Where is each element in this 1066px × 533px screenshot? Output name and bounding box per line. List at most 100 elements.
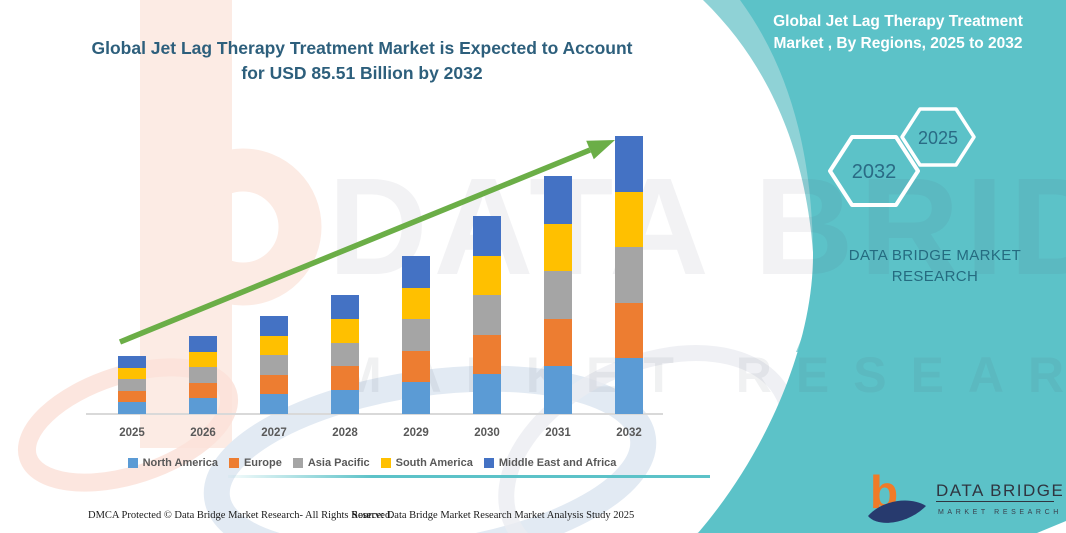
bar-segment xyxy=(402,382,430,414)
bar-segment xyxy=(615,247,643,303)
bar-2028 xyxy=(331,295,359,414)
bar-segment xyxy=(544,318,572,367)
x-axis-label: 2030 xyxy=(474,427,500,439)
hexagon-2025 xyxy=(900,107,976,167)
bar-segment xyxy=(118,356,146,368)
bar-2025 xyxy=(118,356,146,414)
legend-label: South America xyxy=(395,457,473,469)
bar-segment xyxy=(473,216,501,256)
legend-label: North America xyxy=(142,457,218,469)
accent-divider-line xyxy=(228,475,710,478)
bar-segment xyxy=(402,256,430,288)
watermark-brand-text: DATA BRIDGE xyxy=(328,150,1066,304)
bar-segment xyxy=(331,342,359,367)
trend-arrow-shaft xyxy=(118,147,592,345)
banner-heading-line2: Market , By Regions, 2025 to 2032 xyxy=(773,35,1023,52)
company-logo: b DATA BRIDGE MARKET RESEARCH xyxy=(868,466,1062,523)
bar-segment xyxy=(473,334,501,375)
bar-segment xyxy=(189,382,217,399)
bar-segment xyxy=(544,366,572,414)
trend-arrow-head xyxy=(586,140,615,160)
bar-segment xyxy=(402,319,430,351)
bar-segment xyxy=(260,355,288,375)
chart-legend: North America Europe Asia Pacific South Ame… xyxy=(80,457,664,469)
bar-segment xyxy=(189,351,217,368)
bar-2032 xyxy=(615,136,643,414)
bar-segment xyxy=(331,390,359,414)
bar-segment xyxy=(544,271,572,319)
banner-heading-line1: Global Jet Lag Therapy Treatment xyxy=(773,13,1023,30)
legend-swatch xyxy=(228,458,239,468)
x-axis-label: 2028 xyxy=(332,427,358,439)
legend-label: Middle East and Africa xyxy=(498,457,617,469)
legend-item: Europe xyxy=(228,457,282,469)
footer-source-text: Source: Data Bridge Market Research Mark… xyxy=(352,510,635,521)
legend-item: Asia Pacific xyxy=(292,457,370,469)
bar-segment xyxy=(473,295,501,335)
legend-item: North America xyxy=(127,457,218,469)
trend-arrow xyxy=(118,140,615,345)
bar-segment xyxy=(544,223,572,272)
hexagon-2032 xyxy=(828,135,920,207)
bar-segment xyxy=(473,374,501,414)
logo-swoosh-icon xyxy=(868,500,926,523)
bar-2026 xyxy=(189,336,217,414)
bar-2031 xyxy=(544,176,572,414)
bar-segment xyxy=(402,287,430,320)
page-title: Global Jet Lag Therapy Treatment Market … xyxy=(62,36,662,86)
logo-sub-text: MARKET RESEARCH xyxy=(938,509,1062,516)
x-axis-label: 2026 xyxy=(190,427,216,439)
bar-segment xyxy=(615,358,643,414)
logo-brand-text: DATA BRIDGE xyxy=(936,481,1062,500)
bar-segment xyxy=(331,366,359,391)
bar-segment xyxy=(473,255,501,296)
legend-item: Middle East and Africa xyxy=(483,457,617,469)
bar-segment xyxy=(189,398,217,414)
bar-segment xyxy=(260,374,288,395)
x-axis-label: 2032 xyxy=(616,427,642,439)
bar-segment xyxy=(118,402,146,414)
legend-swatch xyxy=(127,458,138,468)
banner-heading: Global Jet Lag Therapy Treatment Market … xyxy=(746,11,1050,55)
bar-segment xyxy=(402,350,430,383)
watermark-sub-text: MARKET RESEARCH xyxy=(340,347,1066,403)
bar-segment xyxy=(118,390,146,403)
corner-notch xyxy=(1037,521,1066,533)
x-axis-label: 2029 xyxy=(403,427,429,439)
x-axis-label: 2031 xyxy=(545,427,571,439)
hexagon-badges: 2032 2025 xyxy=(828,107,976,207)
bar-2027 xyxy=(260,316,288,414)
bar-segment xyxy=(118,367,146,380)
brand-text-line1: DATA BRIDGE MARKET xyxy=(848,247,1022,264)
legend-swatch xyxy=(292,458,303,468)
x-axis-label: 2027 xyxy=(261,427,287,439)
bar-segment xyxy=(189,367,217,383)
page-title-line1: Global Jet Lag Therapy Treatment Market … xyxy=(91,38,633,58)
bar-segment xyxy=(544,176,572,224)
bar-segment xyxy=(189,336,217,352)
bar-segment xyxy=(615,136,643,192)
bar-segment xyxy=(331,295,359,319)
legend-swatch xyxy=(380,458,391,468)
bar-segment xyxy=(260,316,288,336)
bar-segment xyxy=(260,335,288,356)
legend-swatch xyxy=(483,458,494,468)
brand-text: DATA BRIDGE MARKET RESEARCH xyxy=(798,245,1066,287)
x-axis-line xyxy=(86,413,663,415)
bar-segment xyxy=(331,318,359,343)
legend-item: South America xyxy=(380,457,473,469)
legend-label: Asia Pacific xyxy=(307,457,370,469)
footer-dmca-text: DMCA Protected © Data Bridge Market Rese… xyxy=(88,510,393,521)
bar-2029 xyxy=(402,256,430,414)
bar-segment xyxy=(118,379,146,391)
bar-2030 xyxy=(473,216,501,414)
brand-text-line2: RESEARCH xyxy=(891,268,979,285)
hexagon-2032-label: 2032 xyxy=(852,161,897,183)
bar-segment xyxy=(615,191,643,248)
legend-label: Europe xyxy=(243,457,282,469)
x-axis-label: 2025 xyxy=(119,427,145,439)
bar-segment xyxy=(260,394,288,414)
